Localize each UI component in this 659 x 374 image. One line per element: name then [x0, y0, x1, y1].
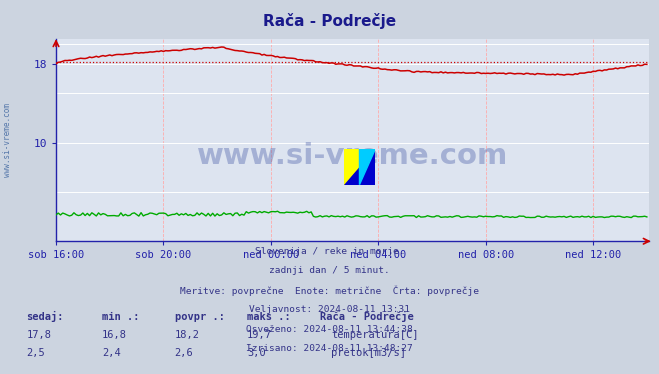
Text: www.si-vreme.com: www.si-vreme.com — [3, 103, 13, 177]
Text: 2,5: 2,5 — [26, 348, 45, 358]
Text: Osveženo: 2024-08-11 13:44:38: Osveženo: 2024-08-11 13:44:38 — [246, 325, 413, 334]
Text: 2,6: 2,6 — [175, 348, 193, 358]
Text: www.si-vreme.com: www.si-vreme.com — [197, 142, 508, 171]
Text: 16,8: 16,8 — [102, 330, 127, 340]
Polygon shape — [360, 149, 376, 185]
Text: 17,8: 17,8 — [26, 330, 51, 340]
Text: sedaj:: sedaj: — [26, 312, 64, 322]
Polygon shape — [344, 149, 376, 185]
Text: Rača - Podrečje: Rača - Podrečje — [320, 312, 413, 322]
Text: Veljavnost: 2024-08-11 13:31: Veljavnost: 2024-08-11 13:31 — [249, 305, 410, 314]
Text: min .:: min .: — [102, 312, 140, 322]
Text: povpr .:: povpr .: — [175, 312, 225, 322]
Text: 19,7: 19,7 — [247, 330, 272, 340]
Text: Slovenija / reke in morje.: Slovenija / reke in morje. — [255, 247, 404, 256]
Text: Rača - Podrečje: Rača - Podrečje — [263, 13, 396, 29]
Text: pretok[m3/s]: pretok[m3/s] — [331, 348, 407, 358]
Text: Izrisano: 2024-08-11 13:48:27: Izrisano: 2024-08-11 13:48:27 — [246, 344, 413, 353]
Text: 18,2: 18,2 — [175, 330, 200, 340]
Text: temperatura[C]: temperatura[C] — [331, 330, 419, 340]
Text: 2,4: 2,4 — [102, 348, 121, 358]
Text: Meritve: povprečne  Enote: metrične  Črta: povprečje: Meritve: povprečne Enote: metrične Črta:… — [180, 286, 479, 296]
Text: maks .:: maks .: — [247, 312, 291, 322]
Text: 3,0: 3,0 — [247, 348, 266, 358]
Text: zadnji dan / 5 minut.: zadnji dan / 5 minut. — [269, 266, 390, 275]
Polygon shape — [344, 149, 376, 185]
